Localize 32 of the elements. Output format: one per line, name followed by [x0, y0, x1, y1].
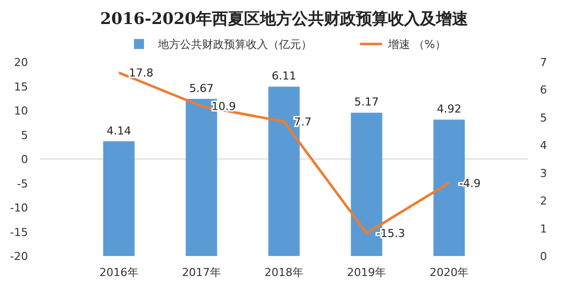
x-tick-label: 2020年: [430, 266, 469, 279]
data-label: 5.17: [354, 96, 379, 109]
data-label: 17.8: [128, 66, 154, 80]
chart-title: 2016-2020年西夏区地方公共财政预算收入及增速: [100, 9, 469, 28]
data-label: 6.11: [272, 70, 296, 83]
y-tick-label: 0: [21, 153, 28, 166]
bar: [103, 141, 135, 256]
y-tick-label: 15: [14, 80, 28, 94]
x-tick-label: 2016年: [99, 266, 138, 279]
y2-tick-label: 2: [540, 194, 547, 208]
y2-tick-label: 3: [540, 166, 547, 180]
y-tick-label: 10: [14, 104, 28, 118]
x-tick-label: 2017年: [182, 266, 221, 279]
legend-label: 增速 （%）: [387, 38, 446, 51]
y2-tick-label: 5: [540, 111, 547, 124]
data-label: 4.92: [436, 102, 462, 116]
y-tick-label: -10: [10, 202, 28, 214]
y-tick-label: 20: [14, 56, 28, 69]
data-label: 4.14: [106, 124, 132, 138]
x-tick-label: 2018年: [264, 266, 304, 279]
data-label: 5.67: [189, 82, 214, 95]
y2-tick-label: 6: [540, 84, 547, 97]
y2-tick-label: 4: [540, 139, 547, 152]
y-tick-label: -20: [10, 250, 28, 263]
y2-tick-label: 1: [540, 222, 547, 236]
y-tick-label: -5: [17, 177, 28, 190]
y2-tick-label: 7: [540, 56, 547, 69]
y-tick-label: 5: [21, 128, 28, 142]
legend-label: 地方公共财政预算收入（亿元）: [157, 38, 312, 51]
y-tick-label: -15: [10, 226, 28, 239]
x-tick-label: 2019年: [347, 266, 386, 279]
y2-tick-label: 0: [540, 250, 547, 263]
